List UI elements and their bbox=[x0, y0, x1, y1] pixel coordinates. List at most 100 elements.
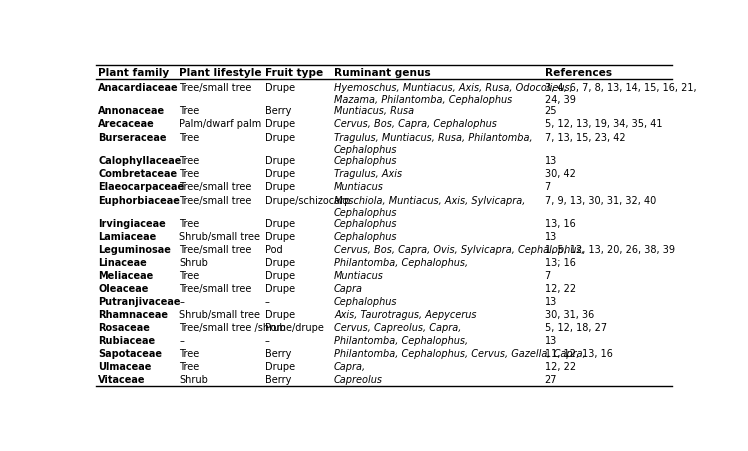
Text: Meliaceae: Meliaceae bbox=[98, 270, 153, 280]
Text: Ulmaceae: Ulmaceae bbox=[98, 361, 152, 372]
Text: Arecaceae: Arecaceae bbox=[98, 119, 155, 129]
Text: Tree: Tree bbox=[180, 133, 200, 143]
Text: Drupe: Drupe bbox=[265, 257, 295, 267]
Text: Cervus, Bos, Capra, Cephalophus: Cervus, Bos, Capra, Cephalophus bbox=[334, 119, 497, 129]
Text: Philantomba, Cephalophus, Cervus, Gazella, Capra,: Philantomba, Cephalophus, Cervus, Gazell… bbox=[334, 349, 586, 359]
Text: Drupe: Drupe bbox=[265, 133, 295, 143]
Text: Shrub/small tree: Shrub/small tree bbox=[180, 231, 260, 241]
Text: Tree/small tree: Tree/small tree bbox=[180, 244, 251, 254]
Text: Drupe: Drupe bbox=[265, 309, 295, 319]
Text: 7, 13, 15, 23, 42: 7, 13, 15, 23, 42 bbox=[545, 133, 625, 143]
Text: Cephalophus: Cephalophus bbox=[334, 231, 398, 241]
Text: Tree/small tree: Tree/small tree bbox=[180, 283, 251, 293]
Text: 30, 42: 30, 42 bbox=[545, 168, 575, 178]
Text: Berry: Berry bbox=[265, 374, 291, 384]
Text: Cephalophus: Cephalophus bbox=[334, 155, 398, 166]
Text: –: – bbox=[180, 336, 184, 345]
Text: Plant family: Plant family bbox=[98, 68, 169, 78]
Text: Sapotaceae: Sapotaceae bbox=[98, 349, 162, 359]
Text: Cervus, Bos, Capra, Ovis, Sylvicapra, Cephalophus,: Cervus, Bos, Capra, Ovis, Sylvicapra, Ce… bbox=[334, 244, 585, 254]
Text: Pod: Pod bbox=[265, 244, 282, 254]
Text: Palm/dwarf palm: Palm/dwarf palm bbox=[180, 119, 262, 129]
Text: Leguminosae: Leguminosae bbox=[98, 244, 171, 254]
Text: Drupe: Drupe bbox=[265, 83, 295, 93]
Text: 13, 16: 13, 16 bbox=[545, 218, 575, 228]
Text: 7: 7 bbox=[545, 181, 551, 191]
Text: Irvingiaceae: Irvingiaceae bbox=[98, 218, 166, 228]
Text: 27: 27 bbox=[545, 374, 557, 384]
Text: Plant lifestyle: Plant lifestyle bbox=[180, 68, 262, 78]
Text: 7, 9, 13, 30, 31, 32, 40: 7, 9, 13, 30, 31, 32, 40 bbox=[545, 196, 656, 206]
Text: 12, 22: 12, 22 bbox=[545, 283, 576, 293]
Text: Tree/small tree: Tree/small tree bbox=[180, 181, 251, 191]
Text: Drupe: Drupe bbox=[265, 218, 295, 228]
Text: Vitaceae: Vitaceae bbox=[98, 374, 146, 384]
Text: Putranjivaceae: Putranjivaceae bbox=[98, 296, 180, 306]
Text: Drupe: Drupe bbox=[265, 168, 295, 178]
Text: Calophyllaceae: Calophyllaceae bbox=[98, 155, 182, 166]
Text: 7: 7 bbox=[545, 270, 551, 280]
Text: Capra,: Capra, bbox=[334, 361, 367, 372]
Text: Berry: Berry bbox=[265, 106, 291, 115]
Text: Drupe: Drupe bbox=[265, 231, 295, 241]
Text: Tragulus, Muntiacus, Rusa, Philantomba,
Cephalophus: Tragulus, Muntiacus, Rusa, Philantomba, … bbox=[334, 133, 533, 154]
Text: Linaceae: Linaceae bbox=[98, 257, 147, 267]
Text: Tree/small tree: Tree/small tree bbox=[180, 196, 251, 206]
Text: Drupe: Drupe bbox=[265, 283, 295, 293]
Text: Shrub: Shrub bbox=[180, 257, 208, 267]
Text: Burseraceae: Burseraceae bbox=[98, 133, 167, 143]
Text: Annonaceae: Annonaceae bbox=[98, 106, 165, 115]
Text: Philantomba, Cephalophus,: Philantomba, Cephalophus, bbox=[334, 336, 468, 345]
Text: Cephalophus: Cephalophus bbox=[334, 296, 398, 306]
Text: Axis, Taurotragus, Aepycerus: Axis, Taurotragus, Aepycerus bbox=[334, 309, 476, 319]
Text: Tree: Tree bbox=[180, 270, 200, 280]
Text: Moschiola, Muntiacus, Axis, Sylvicapra,
Cephalophus: Moschiola, Muntiacus, Axis, Sylvicapra, … bbox=[334, 196, 525, 217]
Text: 12, 22: 12, 22 bbox=[545, 361, 576, 372]
Text: Capra: Capra bbox=[334, 283, 363, 293]
Text: Rhamnaceae: Rhamnaceae bbox=[98, 309, 168, 319]
Text: Rubiaceae: Rubiaceae bbox=[98, 336, 156, 345]
Text: Anacardiaceae: Anacardiaceae bbox=[98, 83, 179, 93]
Text: Elaeocarpaceae: Elaeocarpaceae bbox=[98, 181, 184, 191]
Text: Drupe/schizocarp: Drupe/schizocarp bbox=[265, 196, 350, 206]
Text: Drupe: Drupe bbox=[265, 181, 295, 191]
Text: Philantomba, Cephalophus,: Philantomba, Cephalophus, bbox=[334, 257, 468, 267]
Text: 13; 16: 13; 16 bbox=[545, 257, 575, 267]
Text: 30, 31, 36: 30, 31, 36 bbox=[545, 309, 594, 319]
Text: 13: 13 bbox=[545, 231, 557, 241]
Text: Berry: Berry bbox=[265, 349, 291, 359]
Text: Tree: Tree bbox=[180, 106, 200, 115]
Text: Cervus, Capreolus, Capra,: Cervus, Capreolus, Capra, bbox=[334, 322, 462, 332]
Text: 13: 13 bbox=[545, 296, 557, 306]
Text: Oleaceae: Oleaceae bbox=[98, 283, 149, 293]
Text: References: References bbox=[545, 68, 612, 78]
Text: 13: 13 bbox=[545, 155, 557, 166]
Text: Tree: Tree bbox=[180, 349, 200, 359]
Text: Tree: Tree bbox=[180, 168, 200, 178]
Text: Tree: Tree bbox=[180, 218, 200, 228]
Text: Muntiacus, Rusa: Muntiacus, Rusa bbox=[334, 106, 414, 115]
Text: 1, 5, 12, 13, 20, 26, 38, 39: 1, 5, 12, 13, 20, 26, 38, 39 bbox=[545, 244, 675, 254]
Text: 5, 12, 18, 27: 5, 12, 18, 27 bbox=[545, 322, 607, 332]
Text: 13: 13 bbox=[545, 336, 557, 345]
Text: Rosaceae: Rosaceae bbox=[98, 322, 150, 332]
Text: Drupe: Drupe bbox=[265, 270, 295, 280]
Text: Ruminant genus: Ruminant genus bbox=[334, 68, 431, 78]
Text: Muntiacus: Muntiacus bbox=[334, 270, 384, 280]
Text: Tragulus, Axis: Tragulus, Axis bbox=[334, 168, 402, 178]
Text: Drupe: Drupe bbox=[265, 155, 295, 166]
Text: Lamiaceae: Lamiaceae bbox=[98, 231, 156, 241]
Text: Shrub/small tree: Shrub/small tree bbox=[180, 309, 260, 319]
Text: Shrub: Shrub bbox=[180, 374, 208, 384]
Text: 25: 25 bbox=[545, 106, 557, 115]
Text: Muntiacus: Muntiacus bbox=[334, 181, 384, 191]
Text: Capreolus: Capreolus bbox=[334, 374, 383, 384]
Text: 5, 12, 13, 19, 34, 35, 41: 5, 12, 13, 19, 34, 35, 41 bbox=[545, 119, 662, 129]
Text: Combretaceae: Combretaceae bbox=[98, 168, 177, 178]
Text: Tree/small tree /shrub: Tree/small tree /shrub bbox=[180, 322, 286, 332]
Text: 11, 12, 13, 16: 11, 12, 13, 16 bbox=[545, 349, 613, 359]
Text: Hyemoschus, Muntiacus, Axis, Rusa, Odocolieus,
Mazama, Philantomba, Cephalophus: Hyemoschus, Muntiacus, Axis, Rusa, Odoco… bbox=[334, 83, 573, 105]
Text: Euphorbiaceae: Euphorbiaceae bbox=[98, 196, 180, 206]
Text: –: – bbox=[180, 296, 184, 306]
Text: Drupe: Drupe bbox=[265, 119, 295, 129]
